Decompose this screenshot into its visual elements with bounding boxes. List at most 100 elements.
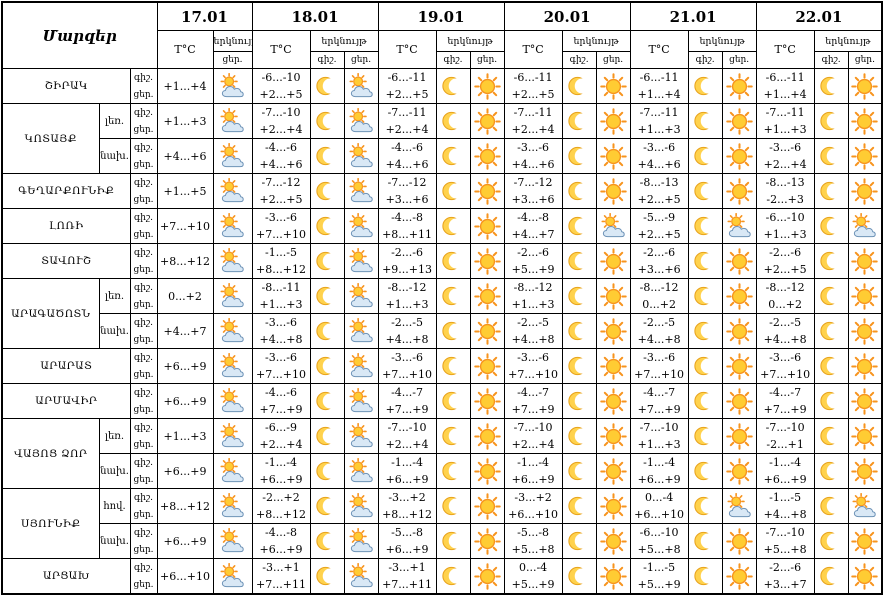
temp-cell: -8...-13 +2...+5 <box>629 173 689 209</box>
night-sky-cell <box>309 383 345 419</box>
day-sky-cell <box>212 313 253 349</box>
sun-icon <box>471 527 503 555</box>
sun-icon <box>597 317 629 345</box>
moon-icon <box>563 284 595 308</box>
night-sky-cell <box>435 348 471 384</box>
night-sky-cell <box>309 278 345 314</box>
night-sky-cell <box>561 488 597 524</box>
day-temp: +4...+8 <box>637 333 681 346</box>
day-row-label: ցեր. <box>133 334 154 345</box>
night-temp: -6...-10 <box>261 71 301 84</box>
temp-cell: -8...-12 0...+2 <box>629 278 689 314</box>
sun-cloud-icon <box>345 247 377 275</box>
night-temp: -3...-6 <box>265 316 297 329</box>
night-row-label: գիշ. <box>134 212 153 223</box>
night-temp: -4...-7 <box>391 386 423 399</box>
temp-cell: -3...-6 +2...+4 <box>755 138 815 174</box>
sun-cloud-icon <box>597 212 629 240</box>
sun-icon <box>849 72 881 100</box>
temp-cell: 0...-4 +5...+9 <box>503 558 563 595</box>
sun-icon <box>849 422 881 450</box>
daynight-labels-cell: գիշ. ցեր. <box>129 313 158 349</box>
moon-icon <box>563 109 595 133</box>
day-temp: +3...+6 <box>385 193 429 206</box>
day-row-label: ցեր. <box>133 194 154 205</box>
temp-cell: -1...-4 +6...+9 <box>503 453 563 489</box>
night-sky-cell <box>435 243 471 279</box>
temp-cell: -3...-6 +7...+10 <box>251 208 311 244</box>
sun-cloud-icon <box>214 422 251 450</box>
region-row: նախ. գիշ. ցեր. +6...+9 -4...-8 +6...+9 -5...-8… <box>2 523 883 559</box>
sun-cloud-icon <box>345 212 377 240</box>
sun-icon <box>597 492 629 520</box>
temp-cell: -4...-8 +8...+11 <box>377 208 437 244</box>
day-temp: +2...+5 <box>511 88 555 101</box>
day-sky-cell <box>212 418 253 454</box>
temp-cell: +4...+6 <box>156 138 214 174</box>
day-temp: +7...+10 <box>508 368 559 381</box>
sun-icon <box>849 107 881 135</box>
night-temp: -2...-5 <box>391 316 423 329</box>
day-sky-cell <box>212 103 253 139</box>
night-row-label: գիշ. <box>134 142 153 153</box>
night-temp: 0...-4 <box>518 561 548 574</box>
sun-icon <box>723 527 755 555</box>
day-row-label: ցեր. <box>133 474 154 485</box>
temp-cell: -7...-10 +1...+3 <box>629 418 689 454</box>
day-temp: +2...+4 <box>385 438 429 451</box>
temp-cell: -6...-10 +5...+8 <box>629 523 689 559</box>
temp-cell: -2...-5 +4...+8 <box>377 313 437 349</box>
sun-cloud-icon <box>723 492 755 520</box>
night-temp: -2...-5 <box>643 316 676 329</box>
night-row-label: գիշ. <box>134 527 153 538</box>
region-row: ՏԱՎՈՒՇ գիշ. ցեր. +8...+12 -1...-5 +8...+12 -2.… <box>1 243 883 279</box>
night-sky-cell <box>813 313 849 349</box>
day-sky-cell <box>212 488 253 524</box>
night-row-label: գիշ. <box>134 72 153 83</box>
night-temp: -2...-6 <box>769 561 802 574</box>
moon-icon <box>815 74 847 98</box>
day-sky-cell <box>847 68 883 104</box>
sun-icon <box>471 107 503 135</box>
day-temp: +1...+3 <box>163 114 207 128</box>
sun-cloud-icon <box>345 387 377 415</box>
temp-cell: -7...-11 +2...+4 <box>503 103 563 139</box>
day-sky-cell <box>847 418 883 454</box>
night-temp: -7...-10 <box>639 421 679 434</box>
day-temp: +1...+3 <box>259 298 303 311</box>
night-sky-cell <box>813 103 849 139</box>
day-sky-cell <box>721 383 757 419</box>
day-sky-cell <box>721 68 757 104</box>
moon-icon <box>563 459 595 483</box>
moon-icon <box>437 319 469 343</box>
date-header: 22.01 <box>755 1 883 31</box>
night-sky-cell <box>813 208 849 244</box>
moon-icon <box>689 389 721 413</box>
day-temp: +9...+13 <box>382 263 432 276</box>
day-temp: +4...+6 <box>511 158 555 171</box>
night-row-label: գիշ. <box>134 177 153 188</box>
region-name-cell: ԱՐՑԱԽ <box>1 558 131 595</box>
day-temp: +6...+10 <box>160 569 210 583</box>
night-temp: -7...-10 <box>765 526 805 539</box>
day-temp: +6...+9 <box>163 359 207 373</box>
region-name-cell: ԱՐՄԱՎԻՐ <box>1 383 131 419</box>
night-temp: -3...-6 <box>769 351 802 364</box>
night-temp: -5...-8 <box>517 526 550 539</box>
day-sky-cell <box>721 243 757 279</box>
moon-icon <box>311 494 343 518</box>
day-row-label: ցեր. <box>133 404 154 415</box>
sun-icon <box>471 457 503 485</box>
night-subcol-header: գիշ. <box>813 51 849 69</box>
day-sky-cell <box>212 558 253 595</box>
day-temp: +2...+5 <box>385 88 429 101</box>
day-temp: +4...+7 <box>163 324 207 338</box>
header-dates-row: Մարզեր 17.01 18.01 19.01 20.01 21.01 22.01 <box>1 1 883 69</box>
day-sky-cell <box>343 278 379 314</box>
night-sky-cell <box>561 418 597 454</box>
night-sky-cell <box>309 488 345 524</box>
moon-icon <box>437 564 469 588</box>
temp-cell: -1...-4 +6...+9 <box>251 453 311 489</box>
day-temp: +1...+3 <box>511 298 555 311</box>
night-temp: -6...-11 <box>639 71 679 84</box>
